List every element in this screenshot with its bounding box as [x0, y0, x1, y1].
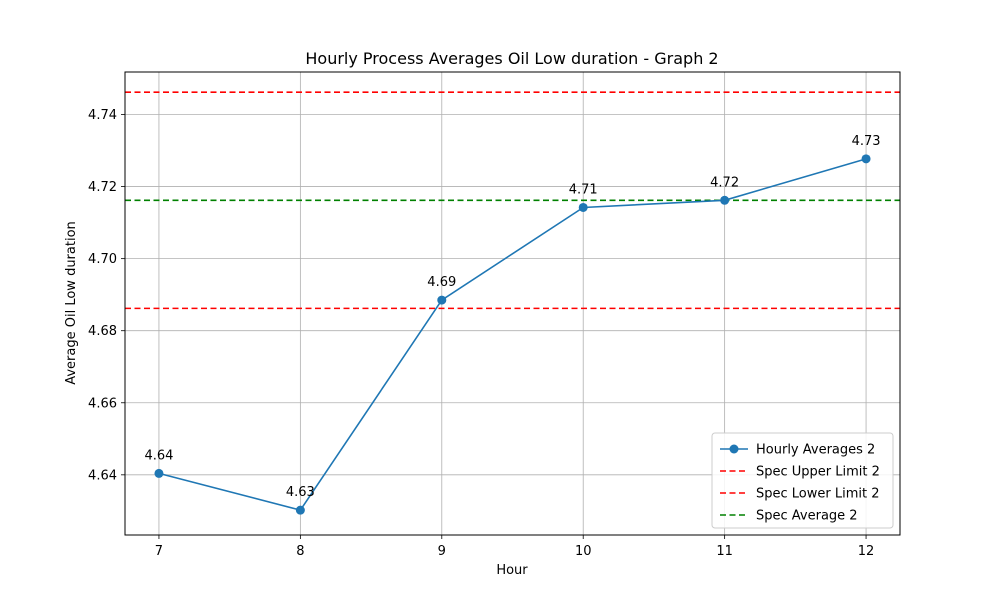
- data-label: 4.64: [144, 448, 173, 463]
- y-axis-ticks: 4.64 4.66 4.68 4.70 4.72 4.74: [88, 108, 125, 483]
- x-tick-label: 12: [858, 544, 875, 559]
- data-labels: 4.64 4.63 4.69 4.71 4.72 4.73: [144, 134, 880, 500]
- y-tick-label: 4.66: [88, 396, 117, 411]
- y-tick-label: 4.70: [88, 252, 117, 267]
- series-layer: [154, 154, 871, 515]
- legend-box: [711, 432, 894, 529]
- legend-label: Spec Upper Limit 2: [756, 465, 880, 480]
- x-tick-label: 8: [296, 544, 304, 559]
- data-point: [720, 195, 730, 205]
- x-tick-label: 9: [438, 544, 446, 559]
- legend-marker: [729, 444, 739, 454]
- reference-lines: [125, 91, 900, 310]
- data-label: 4.73: [852, 134, 881, 149]
- y-tick-label: 4.64: [88, 468, 117, 483]
- x-tick-label: 11: [716, 544, 733, 559]
- y-axis-label: Average Oil Low duration: [64, 221, 79, 385]
- y-tick-label: 4.72: [88, 180, 117, 195]
- legend-label: Hourly Averages 2: [756, 443, 875, 458]
- y-tick-label: 4.68: [88, 324, 117, 339]
- x-axis-ticks: 7 8 9 10 11 12: [155, 535, 875, 559]
- data-point: [295, 505, 305, 515]
- data-point: [578, 202, 588, 212]
- legend-label: Spec Lower Limit 2: [756, 487, 880, 502]
- data-label: 4.69: [427, 275, 456, 290]
- plot-frame: [124, 71, 901, 536]
- data-point: [437, 295, 447, 305]
- chart-title: Hourly Process Averages Oil Low duration…: [305, 49, 718, 68]
- data-label: 4.71: [569, 182, 598, 197]
- x-axis-label: Hour: [496, 563, 528, 578]
- data-point: [154, 468, 164, 478]
- legend: Hourly Averages 2 Spec Upper Limit 2 Spec …: [711, 432, 894, 529]
- legend-label: Spec Average 2: [756, 509, 858, 524]
- data-label: 4.63: [286, 485, 315, 500]
- data-label: 4.72: [710, 175, 739, 190]
- series-line: [158, 158, 867, 512]
- data-point: [861, 154, 871, 164]
- y-tick-label: 4.74: [88, 108, 117, 123]
- x-tick-label: 10: [575, 544, 592, 559]
- x-tick-label: 7: [155, 544, 163, 559]
